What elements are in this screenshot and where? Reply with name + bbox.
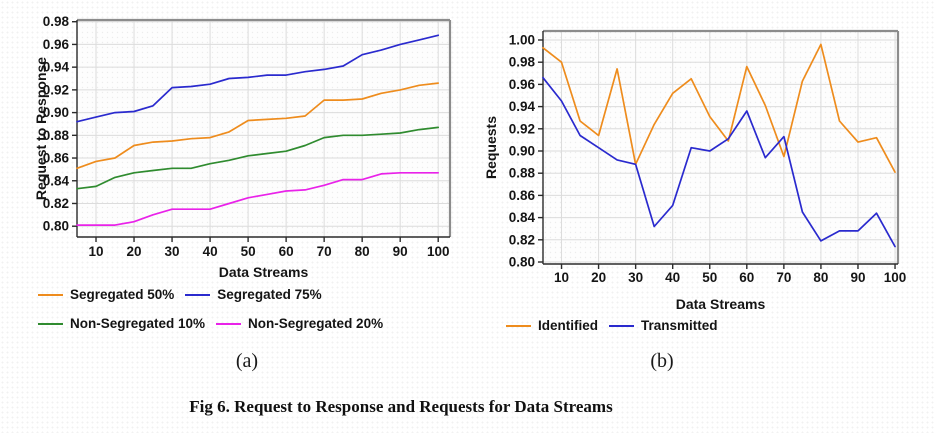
- y-tick-label: 0.96: [509, 77, 536, 92]
- x-tick-label: 100: [884, 270, 907, 285]
- panel-a: 10 20 30 40 50 60 70 80 90 100 0.80 0.82 0.84 0.86 0.8…: [0, 0, 468, 385]
- gridlines: [77, 20, 450, 237]
- y-tick-label: 0.94: [43, 60, 70, 75]
- legend-label-identified: Identified: [538, 318, 598, 333]
- x-tick-label: 100: [427, 244, 450, 259]
- legend-label-non-segregated-20-: Non-Segregated 20%: [248, 316, 384, 331]
- legend-label-transmitted: Transmitted: [641, 318, 718, 333]
- y-tick-label: 0.82: [43, 196, 69, 211]
- x-tick-label: 10: [554, 270, 569, 285]
- legend-label-segregated-50-: Segregated 50%: [70, 287, 175, 302]
- x-tick-label: 60: [739, 270, 754, 285]
- y-tick-label: 0.90: [43, 105, 69, 120]
- series-line-non-segregated-20-: [76, 171, 440, 226]
- chart-b-legend-row-1: Identified Transmitted: [506, 318, 729, 333]
- y-tick-label: 0.92: [509, 121, 535, 136]
- y-tick-label: 0.88: [509, 166, 536, 181]
- x-tick-label: 80: [813, 270, 828, 285]
- chart-a-legend-row-1: Segregated 50% Segregated 75%: [38, 287, 333, 302]
- y-tick-label: 0.86: [509, 188, 536, 203]
- legend-swatch-non-segregated-10-: [38, 322, 63, 325]
- y-tick-label: 0.84: [509, 210, 536, 225]
- y-tick-label: 0.94: [509, 99, 536, 114]
- series-line-transmitted: [542, 76, 896, 248]
- plot-frame: [542, 29, 900, 265]
- y-tick-label: 0.82: [509, 232, 535, 247]
- series-line-identified: [542, 43, 896, 173]
- y-tick-label: 0.98: [509, 55, 536, 70]
- gridlines: [543, 31, 898, 264]
- legend-swatch-transmitted: [609, 324, 634, 327]
- x-tick-label: 40: [203, 244, 218, 259]
- x-tick-label: 20: [127, 244, 142, 259]
- y-tick-label: 0.96: [43, 37, 70, 52]
- y-tick-label: 1.00: [509, 32, 535, 47]
- x-tick-label: 30: [628, 270, 643, 285]
- legend-item-segregated-50-: Segregated 50%: [38, 287, 174, 302]
- legend-item-identified: Identified: [506, 318, 598, 333]
- x-tick-label: 90: [393, 244, 408, 259]
- chart-request-to-response: 10 20 30 40 50 60 70 80 90 1000.800.820.840.860.8…: [33, 14, 452, 280]
- chart-a-legend-row-2: Non-Segregated 10% Non-Segregated 20%: [38, 316, 394, 331]
- y-axis: 0.80 0.82 0.84 0.86 0.88 0.90 0.92 0.94 0.96 0.98: [43, 14, 77, 234]
- x-tick-label: 20: [591, 270, 606, 285]
- y-tick-label: 0.86: [43, 151, 70, 166]
- x-axis-title: Data Streams: [219, 264, 309, 280]
- panel-b: 10 20 30 40 50 60 70 80 90 100 0.80 0.82 0.84 0.86 0.8…: [468, 0, 936, 385]
- panel-a-label: (a): [235, 350, 259, 372]
- y-tick-label: 0.84: [43, 173, 70, 188]
- legend-swatch-segregated-50-: [38, 293, 63, 296]
- legend-item-transmitted: Transmitted: [609, 318, 718, 333]
- series-line-non-segregated-10-: [76, 126, 440, 190]
- x-tick-label: 50: [702, 270, 717, 285]
- figure-caption: Fig 6. Request to Response and Requests …: [189, 397, 613, 416]
- legend-item-non-segregated-10-: Non-Segregated 10%: [38, 316, 205, 331]
- legend-swatch-non-segregated-20-: [216, 322, 242, 325]
- legend-label-non-segregated-10-: Non-Segregated 10%: [70, 316, 206, 331]
- legend-swatch-segregated-75-: [185, 293, 211, 296]
- x-axis: 10 20 30 40 50 60 70 80 90 100: [88, 237, 449, 259]
- y-tick-label: 0.80: [43, 219, 69, 234]
- x-tick-label: 10: [88, 244, 103, 259]
- y-tick-label: 0.92: [43, 82, 69, 97]
- y-tick-label: 0.80: [509, 255, 535, 270]
- y-axis-title: Request to Response: [33, 57, 49, 200]
- y-axis: 0.80 0.82 0.84 0.86 0.88 0.90 0.92 0.94 0.96 0.98…: [509, 32, 543, 270]
- series-line-segregated-75-: [76, 34, 440, 123]
- legend-item-non-segregated-20-: Non-Segregated 20%: [216, 316, 383, 331]
- x-tick-label: 70: [776, 270, 791, 285]
- legend-item-segregated-75-: Segregated 75%: [185, 287, 322, 302]
- x-tick-label: 30: [165, 244, 180, 259]
- chart-requests: 10 20 30 40 50 60 70 80 90 1000.800.820.840.860.8…: [483, 29, 906, 312]
- y-tick-label: 0.90: [509, 143, 535, 158]
- x-tick-label: 70: [317, 244, 332, 259]
- x-tick-label: 40: [665, 270, 680, 285]
- x-tick-label: 80: [355, 244, 370, 259]
- x-tick-label: 60: [279, 244, 294, 259]
- x-tick-label: 90: [850, 270, 865, 285]
- legend-label-segregated-75-: Segregated 75%: [217, 287, 322, 302]
- x-axis-title: Data Streams: [676, 296, 766, 312]
- y-tick-label: 0.88: [43, 128, 70, 143]
- x-axis: 10 20 30 40 50 60 70 80 90 100: [554, 264, 906, 285]
- panel-b-label: (b): [650, 350, 674, 372]
- y-tick-label: 0.98: [43, 14, 70, 29]
- series-line-segregated-50-: [76, 82, 440, 170]
- legend-swatch-identified: [506, 324, 531, 327]
- y-axis-title: Requests: [483, 116, 499, 179]
- x-tick-label: 50: [241, 244, 256, 259]
- plot-frame: [76, 18, 452, 238]
